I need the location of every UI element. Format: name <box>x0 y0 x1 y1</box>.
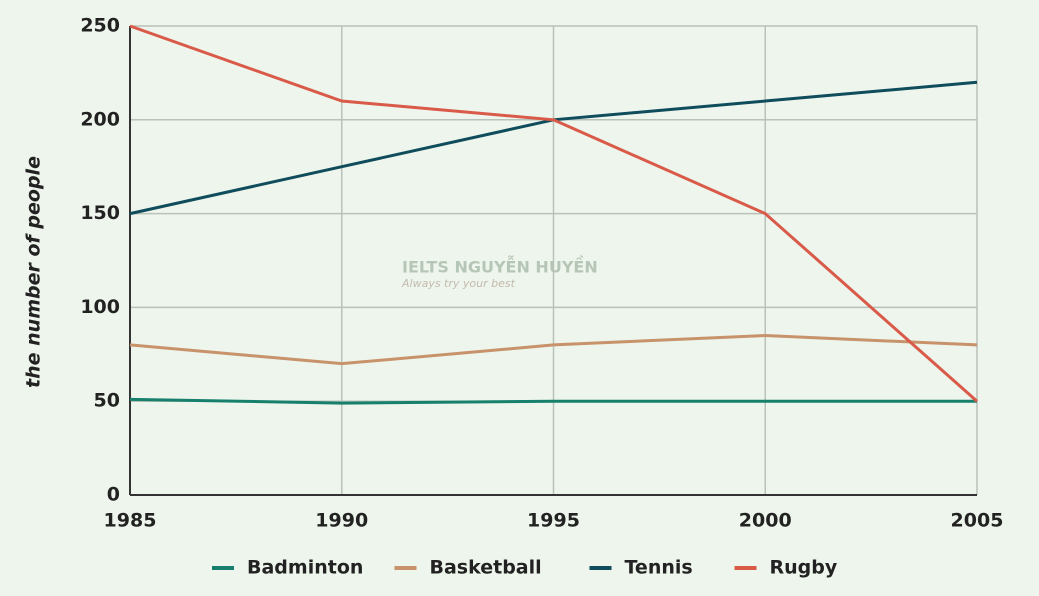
x-tick-label: 1995 <box>527 510 580 532</box>
x-tick-label: 1990 <box>315 510 368 532</box>
legend-label: Rugby <box>770 557 838 579</box>
watermark: IELTS NGUYỄN HUYỀN Always try your best <box>401 256 598 291</box>
y-tick-label: 50 <box>94 390 120 412</box>
x-tick-label: 1985 <box>104 510 157 532</box>
line <box>129 334 978 366</box>
legend-label: Basketball <box>430 557 542 579</box>
y-tick-label: 250 <box>80 15 120 37</box>
watermark-subtitle: Always try your best <box>401 277 516 290</box>
y-axis-label: the number of people <box>23 156 45 388</box>
y-tick-label: 100 <box>80 296 120 318</box>
y-tick-label: 0 <box>107 484 120 506</box>
y-tick-label: 150 <box>80 202 120 224</box>
line <box>129 397 977 405</box>
watermark-title: IELTS NGUYỄN HUYỀN <box>402 256 598 277</box>
x-tick-label: 2005 <box>951 510 1004 532</box>
legend-label: Tennis <box>625 557 693 579</box>
x-tick-label: 2000 <box>739 510 792 532</box>
legend-label: Badminton <box>247 557 363 579</box>
line <box>129 24 978 403</box>
y-tick-label: 200 <box>80 108 120 130</box>
